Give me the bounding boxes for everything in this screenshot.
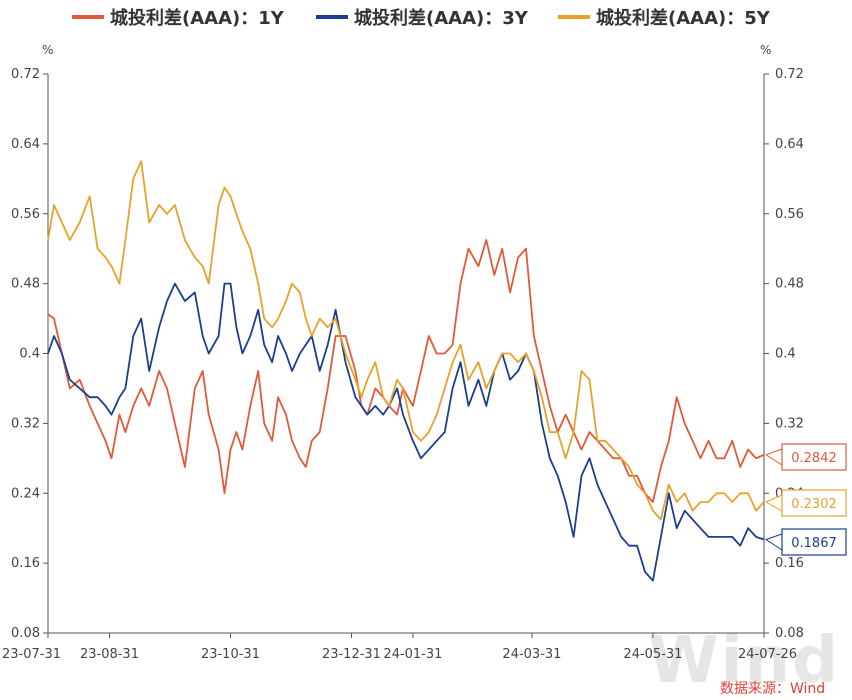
legend-label: 城投利差(AAA)：5Y [596, 7, 771, 29]
callout-value: 0.2842 [791, 451, 837, 466]
x-tick-label: 24-05-31 [623, 647, 682, 662]
y-tick-label: 0.4 [19, 347, 40, 362]
y-tick-label: 0.08 [11, 626, 40, 641]
callout-box [781, 443, 847, 471]
x-tick-label: 23-08-31 [80, 647, 139, 662]
left-unit-label: % [42, 43, 53, 57]
callout-pointer [764, 494, 783, 512]
y-tick-label: 0.56 [11, 207, 40, 222]
callout-box [781, 528, 847, 556]
callout-value: 0.1867 [791, 536, 837, 551]
axes: 0.72 0.72 0.64 0.64 0.56 0.56 0.48 0.48 0.4 0.4 0.… [2, 67, 804, 662]
end-value-callout: 0.2842 [764, 443, 847, 471]
end-value-callouts: 0.2842 0.1867 0.2302 [764, 443, 847, 556]
series-line [47, 160, 765, 521]
legend-label: 城投利差(AAA)：3Y [354, 7, 529, 29]
y-tick-label-right: 0.32 [775, 416, 804, 431]
y-tick-label: 0.64 [11, 137, 40, 152]
series-layer [47, 160, 765, 582]
right-unit-label: % [760, 43, 771, 57]
x-tick-label: 23-12-31 [322, 647, 381, 662]
y-tick-label-right: 0.16 [775, 556, 804, 571]
y-tick-label: 0.48 [11, 277, 40, 292]
x-tick-label: 24-07-26 [738, 647, 797, 662]
y-tick-label-right: 0.64 [775, 137, 804, 152]
end-value-callout: 0.1867 [764, 528, 847, 556]
source-text: 数据来源：Wind [720, 681, 825, 697]
y-tick-label: 0.72 [11, 67, 40, 82]
y-tick-label-right: 0.4 [775, 347, 796, 362]
x-tick-label: 24-03-31 [502, 647, 561, 662]
callout-pointer [764, 533, 783, 551]
y-tick-label: 0.16 [11, 556, 40, 571]
legend-label: 城投利差(AAA)：1Y [110, 7, 285, 29]
y-tick-label-right: 0.56 [775, 207, 804, 222]
x-tick-label: 23-10-31 [201, 647, 260, 662]
y-tick-label: 0.24 [11, 486, 40, 501]
y-tick-label-right: 0.72 [775, 67, 804, 82]
watermark-text: Wind [648, 624, 840, 698]
callout-box [781, 489, 847, 517]
legend: 城投利差(AAA)：1Y 城投利差(AAA)：3Y 城投利差(AAA)：5Y [72, 7, 771, 29]
y-tick-label: 0.32 [11, 416, 40, 431]
series-line [47, 239, 765, 503]
y-tick-label-right: 0.08 [775, 626, 804, 641]
y-tick-label-right: 0.48 [775, 277, 804, 292]
x-tick-label: 23-07-31 [2, 647, 61, 662]
end-value-callout: 0.2302 [764, 489, 847, 517]
x-tick-label: 24-01-31 [383, 647, 442, 662]
callout-pointer [764, 448, 783, 466]
series-line [47, 282, 765, 582]
callout-value: 0.2302 [791, 497, 837, 512]
